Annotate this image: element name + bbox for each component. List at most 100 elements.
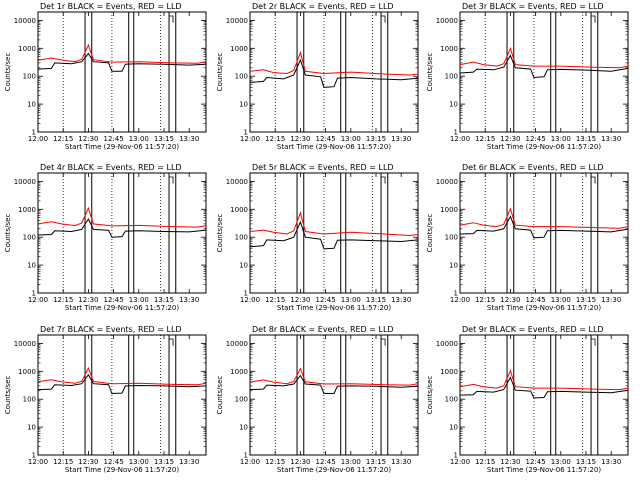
- y-tick-label: 100: [23, 73, 36, 81]
- y-tick-label: 10000: [436, 340, 458, 348]
- y-tick-label: 10000: [226, 340, 248, 348]
- x-tick-label: 13:00: [551, 296, 571, 304]
- y-tick-label: 1000: [18, 206, 36, 214]
- panel-5: Det 5r BLACK = Events, RED = LLD 12:00 12:…: [216, 163, 419, 312]
- x-axis-label: Start Time (29-Nov-06 11:57:20): [65, 143, 179, 151]
- x-tick-label: 13:00: [341, 296, 361, 304]
- step-marker: [381, 338, 386, 346]
- events-series-line: [249, 58, 419, 88]
- lld-series-line: [249, 367, 419, 386]
- x-tick-label: 12:15: [53, 458, 73, 466]
- x-tick-label: 12:00: [240, 135, 260, 143]
- step-marker: [169, 176, 174, 184]
- y-tick-label: 1: [32, 452, 36, 460]
- plot-frame: [459, 172, 629, 294]
- x-tick-label: 13:15: [576, 135, 596, 143]
- x-tick-label: 12:15: [475, 296, 495, 304]
- y-tick-label: 10: [27, 101, 36, 109]
- y-axis-label: Counts/sec: [4, 214, 12, 253]
- y-tick-label: 10: [239, 424, 248, 432]
- step-marker: [381, 176, 386, 184]
- y-tick-label: 10: [449, 101, 458, 109]
- x-tick-label: 12:15: [475, 458, 495, 466]
- y-tick-label: 1000: [440, 45, 458, 53]
- x-tick-label: 13:15: [154, 135, 174, 143]
- x-tick-label: 12:00: [450, 458, 470, 466]
- x-axis-label: Start Time (29-Nov-06 11:57:20): [487, 466, 601, 474]
- step-marker: [591, 15, 596, 23]
- y-tick-label: 1: [244, 290, 248, 298]
- lld-series-line: [459, 207, 629, 229]
- x-tick-label: 13:30: [601, 296, 621, 304]
- panel-title: Det 1r BLACK = Events, RED = LLD: [40, 2, 182, 11]
- x-tick-label: 13:00: [341, 458, 361, 466]
- events-series-line: [249, 220, 419, 250]
- plot-frame: [459, 11, 629, 133]
- y-tick-label: 1000: [440, 206, 458, 214]
- x-tick-label: 12:30: [500, 296, 520, 304]
- y-tick-label: 10: [27, 262, 36, 270]
- x-tick-label: 13:00: [129, 135, 149, 143]
- x-tick-label: 13:15: [366, 135, 386, 143]
- panel-6: Det 6r BLACK = Events, RED = LLD 12:00 12:…: [426, 163, 629, 312]
- y-axis-label: Counts/sec: [4, 53, 12, 92]
- x-tick-label: 13:15: [366, 296, 386, 304]
- x-tick-label: 12:00: [240, 458, 260, 466]
- x-tick-label: 13:30: [391, 135, 411, 143]
- x-tick-label: 12:30: [78, 135, 98, 143]
- lld-series-line: [37, 206, 207, 228]
- x-tick-label: 12:45: [104, 296, 124, 304]
- y-axis-label: Counts/sec: [426, 214, 434, 253]
- y-tick-label: 10: [449, 262, 458, 270]
- x-tick-label: 13:15: [576, 458, 596, 466]
- x-tick-label: 12:00: [28, 296, 48, 304]
- x-tick-label: 12:15: [53, 135, 73, 143]
- events-series-line: [459, 376, 629, 399]
- x-tick-label: 12:45: [316, 296, 336, 304]
- lld-series-line: [249, 50, 419, 76]
- lld-series-line: [249, 211, 419, 237]
- y-tick-label: 10000: [436, 178, 458, 186]
- panel-title: Det 3r BLACK = Events, RED = LLD: [462, 2, 604, 11]
- x-tick-label: 13:30: [391, 458, 411, 466]
- x-axis-label: Start Time (29-Nov-06 11:57:20): [487, 143, 601, 151]
- x-tick-label: 12:00: [450, 135, 470, 143]
- x-tick-label: 13:00: [551, 458, 571, 466]
- x-tick-label: 13:30: [601, 135, 621, 143]
- y-tick-label: 10000: [436, 17, 458, 25]
- x-tick-label: 12:30: [290, 296, 310, 304]
- lld-series-line: [459, 369, 629, 391]
- y-tick-label: 10: [239, 262, 248, 270]
- x-tick-label: 12:30: [290, 135, 310, 143]
- x-tick-label: 13:30: [179, 458, 199, 466]
- plot-frame: [37, 172, 207, 294]
- y-tick-label: 100: [445, 234, 458, 242]
- x-tick-label: 13:00: [129, 458, 149, 466]
- lld-series-line: [459, 46, 629, 69]
- x-tick-label: 13:00: [341, 135, 361, 143]
- x-tick-label: 12:45: [316, 458, 336, 466]
- step-marker: [591, 176, 596, 184]
- x-tick-label: 12:30: [290, 458, 310, 466]
- x-tick-label: 12:00: [240, 296, 260, 304]
- plot-frame: [249, 172, 419, 294]
- x-axis-label: Start Time (29-Nov-06 11:57:20): [65, 466, 179, 474]
- x-tick-label: 13:15: [366, 458, 386, 466]
- y-tick-label: 1000: [230, 206, 248, 214]
- y-tick-label: 1000: [18, 45, 36, 53]
- panel-7: Det 7r BLACK = Events, RED = LLD 12:00 12:…: [4, 325, 207, 474]
- y-axis-label: Counts/sec: [216, 214, 224, 253]
- x-axis-label: Start Time (29-Nov-06 11:57:20): [277, 304, 391, 312]
- x-tick-label: 13:15: [576, 296, 596, 304]
- panel-title: Det 9r BLACK = Events, RED = LLD: [462, 325, 604, 334]
- plot-frame: [37, 334, 207, 456]
- y-axis-label: Counts/sec: [216, 376, 224, 415]
- panel-2: Det 2r BLACK = Events, RED = LLD 12:00 12:…: [216, 2, 419, 151]
- y-tick-label: 1: [244, 452, 248, 460]
- step-marker: [169, 15, 174, 23]
- y-tick-label: 10000: [14, 17, 36, 25]
- x-tick-label: 12:45: [104, 135, 124, 143]
- x-tick-label: 13:30: [179, 296, 199, 304]
